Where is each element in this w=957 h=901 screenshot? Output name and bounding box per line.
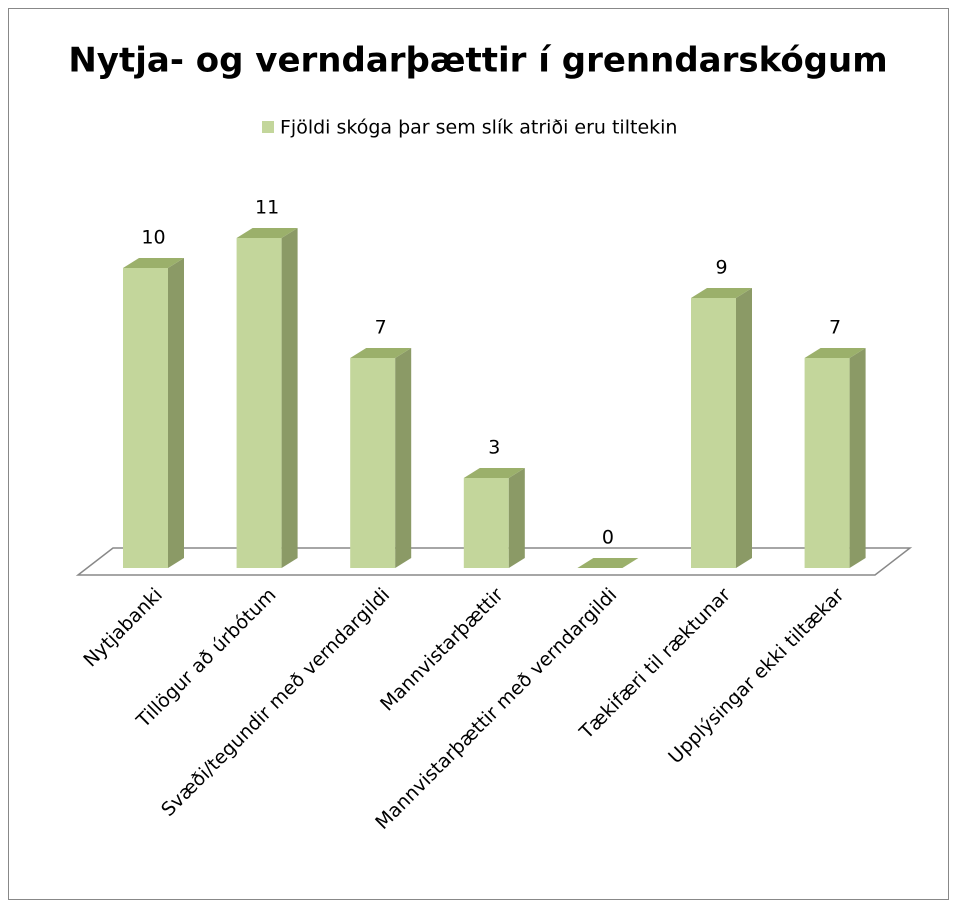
bar-side — [281, 228, 298, 568]
bar-top — [236, 228, 298, 238]
bar-side — [849, 348, 866, 568]
bar — [577, 558, 639, 568]
chart-title: Nytja- og verndarþættir í grenndarskógum — [68, 41, 887, 81]
bar-front — [463, 478, 509, 568]
bar — [463, 468, 525, 568]
bar-front — [804, 358, 850, 568]
bar-front — [691, 298, 736, 568]
data-label: 7 — [829, 317, 841, 339]
bar-top — [577, 558, 639, 568]
data-label: 0 — [602, 527, 614, 549]
legend-label: Fjöldi skóga þar sem slík atriði eru til… — [280, 117, 677, 139]
bar — [804, 348, 866, 568]
bar-front — [236, 238, 282, 568]
bar — [350, 348, 412, 568]
bar — [123, 258, 184, 568]
data-label: 9 — [715, 257, 727, 279]
data-label: 3 — [488, 437, 500, 459]
bar — [236, 228, 298, 568]
bar-side — [168, 258, 184, 568]
bar-top — [691, 288, 752, 298]
bar-side — [736, 288, 752, 568]
bar-top — [123, 258, 184, 268]
bar-top — [350, 348, 412, 358]
data-label: 10 — [141, 227, 165, 249]
bar-front — [350, 358, 396, 568]
bar-side — [508, 468, 525, 568]
bar — [691, 288, 752, 568]
bar-top — [463, 468, 525, 478]
data-label: 7 — [375, 317, 387, 339]
bar-side — [395, 348, 412, 568]
bar-top — [804, 348, 866, 358]
data-label: 11 — [255, 197, 279, 219]
bar-front — [123, 268, 168, 568]
legend-swatch — [262, 121, 274, 133]
